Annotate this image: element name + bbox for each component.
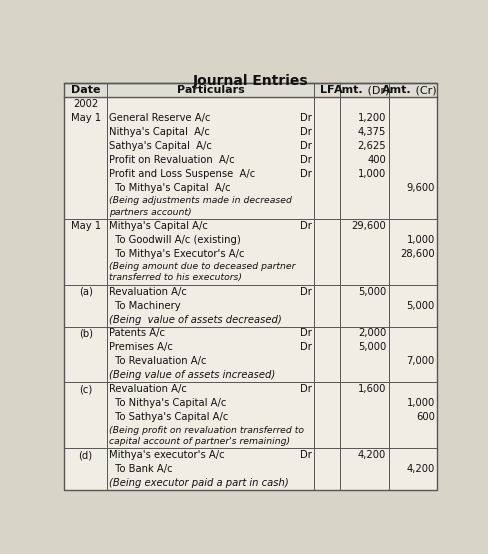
Text: Mithya's executor's A/c: Mithya's executor's A/c (109, 450, 224, 460)
Text: Patents A/c: Patents A/c (109, 329, 165, 338)
Text: 1,000: 1,000 (406, 235, 434, 245)
Text: Dr: Dr (299, 286, 311, 296)
Text: To Mithya's Capital  A/c: To Mithya's Capital A/c (109, 183, 230, 193)
Text: May 1: May 1 (70, 113, 101, 123)
Text: 2,625: 2,625 (357, 141, 386, 151)
Text: Dr: Dr (299, 169, 311, 179)
Text: 4,200: 4,200 (406, 464, 434, 474)
Text: 1,200: 1,200 (357, 113, 386, 123)
Text: 5,000: 5,000 (357, 342, 386, 352)
Text: Revaluation A/c: Revaluation A/c (109, 384, 187, 394)
Text: 4,375: 4,375 (357, 127, 386, 137)
Text: 7,000: 7,000 (406, 356, 434, 366)
Text: 1,000: 1,000 (357, 169, 386, 179)
Text: Profit and Loss Suspense  A/c: Profit and Loss Suspense A/c (109, 169, 255, 179)
Text: 4,200: 4,200 (357, 450, 386, 460)
Text: Amt.: Amt. (333, 85, 363, 95)
Text: (Being value of assets increased): (Being value of assets increased) (109, 371, 275, 381)
Text: Nithya's Capital  A/c: Nithya's Capital A/c (109, 127, 210, 137)
Text: Profit on Revaluation  A/c: Profit on Revaluation A/c (109, 155, 235, 165)
Text: Particulars: Particulars (176, 85, 244, 95)
Text: 5,000: 5,000 (357, 286, 386, 296)
Text: Dr: Dr (299, 141, 311, 151)
Text: 9,600: 9,600 (406, 183, 434, 193)
Text: 1,600: 1,600 (357, 384, 386, 394)
Text: May 1: May 1 (70, 221, 101, 231)
Text: (Dr): (Dr) (363, 85, 388, 95)
Text: To Machinery: To Machinery (109, 301, 181, 311)
Text: Dr: Dr (299, 329, 311, 338)
Text: 2002: 2002 (73, 99, 98, 109)
Text: To Revaluation A/c: To Revaluation A/c (109, 356, 206, 366)
Text: Date: Date (71, 85, 100, 95)
Text: Dr: Dr (299, 113, 311, 123)
Text: (d): (d) (79, 450, 93, 460)
Text: Dr: Dr (299, 155, 311, 165)
Text: 29,600: 29,600 (351, 221, 386, 231)
Text: To Goodwill A/c (existing): To Goodwill A/c (existing) (109, 235, 241, 245)
Text: General Reserve A/c: General Reserve A/c (109, 113, 210, 123)
Text: (Being adjustments made in decreased
partners account): (Being adjustments made in decreased par… (109, 197, 292, 217)
Text: (b): (b) (79, 329, 92, 338)
Text: Dr: Dr (299, 450, 311, 460)
Text: (Being amount due to deceased partner
transferred to his executors): (Being amount due to deceased partner tr… (109, 262, 295, 283)
Text: (Being executor paid a part in cash): (Being executor paid a part in cash) (109, 478, 288, 488)
Text: 5,000: 5,000 (406, 301, 434, 311)
Text: (Being profit on revaluation transferred to
capital account of partner's remaini: (Being profit on revaluation transferred… (109, 425, 304, 446)
Text: (a): (a) (79, 286, 92, 296)
Text: Dr: Dr (299, 221, 311, 231)
Bar (64, 84, 436, 98)
Text: Revaluation A/c: Revaluation A/c (109, 286, 187, 296)
Text: Premises A/c: Premises A/c (109, 342, 173, 352)
Text: To Bank A/c: To Bank A/c (109, 464, 173, 474)
Text: (c): (c) (79, 384, 92, 394)
Text: Dr: Dr (299, 342, 311, 352)
Text: 28,600: 28,600 (399, 249, 434, 259)
Text: Sathya's Capital  A/c: Sathya's Capital A/c (109, 141, 212, 151)
Text: Dr: Dr (299, 127, 311, 137)
Text: (Being  value of assets decreased): (Being value of assets decreased) (109, 315, 282, 325)
Text: Journal Entries: Journal Entries (192, 74, 308, 88)
Text: Mithya's Capital A/c: Mithya's Capital A/c (109, 221, 208, 231)
Text: 400: 400 (366, 155, 386, 165)
Text: (Cr): (Cr) (411, 85, 436, 95)
Text: Dr: Dr (299, 384, 311, 394)
Text: To Sathya's Capital A/c: To Sathya's Capital A/c (109, 412, 228, 422)
Text: 1,000: 1,000 (406, 398, 434, 408)
Text: 600: 600 (415, 412, 434, 422)
Text: To Mithya's Executor's A/c: To Mithya's Executor's A/c (109, 249, 244, 259)
Text: LF: LF (319, 85, 334, 95)
Text: To Nithya's Capital A/c: To Nithya's Capital A/c (109, 398, 226, 408)
Text: 2,000: 2,000 (357, 329, 386, 338)
Text: Amt.: Amt. (382, 85, 411, 95)
